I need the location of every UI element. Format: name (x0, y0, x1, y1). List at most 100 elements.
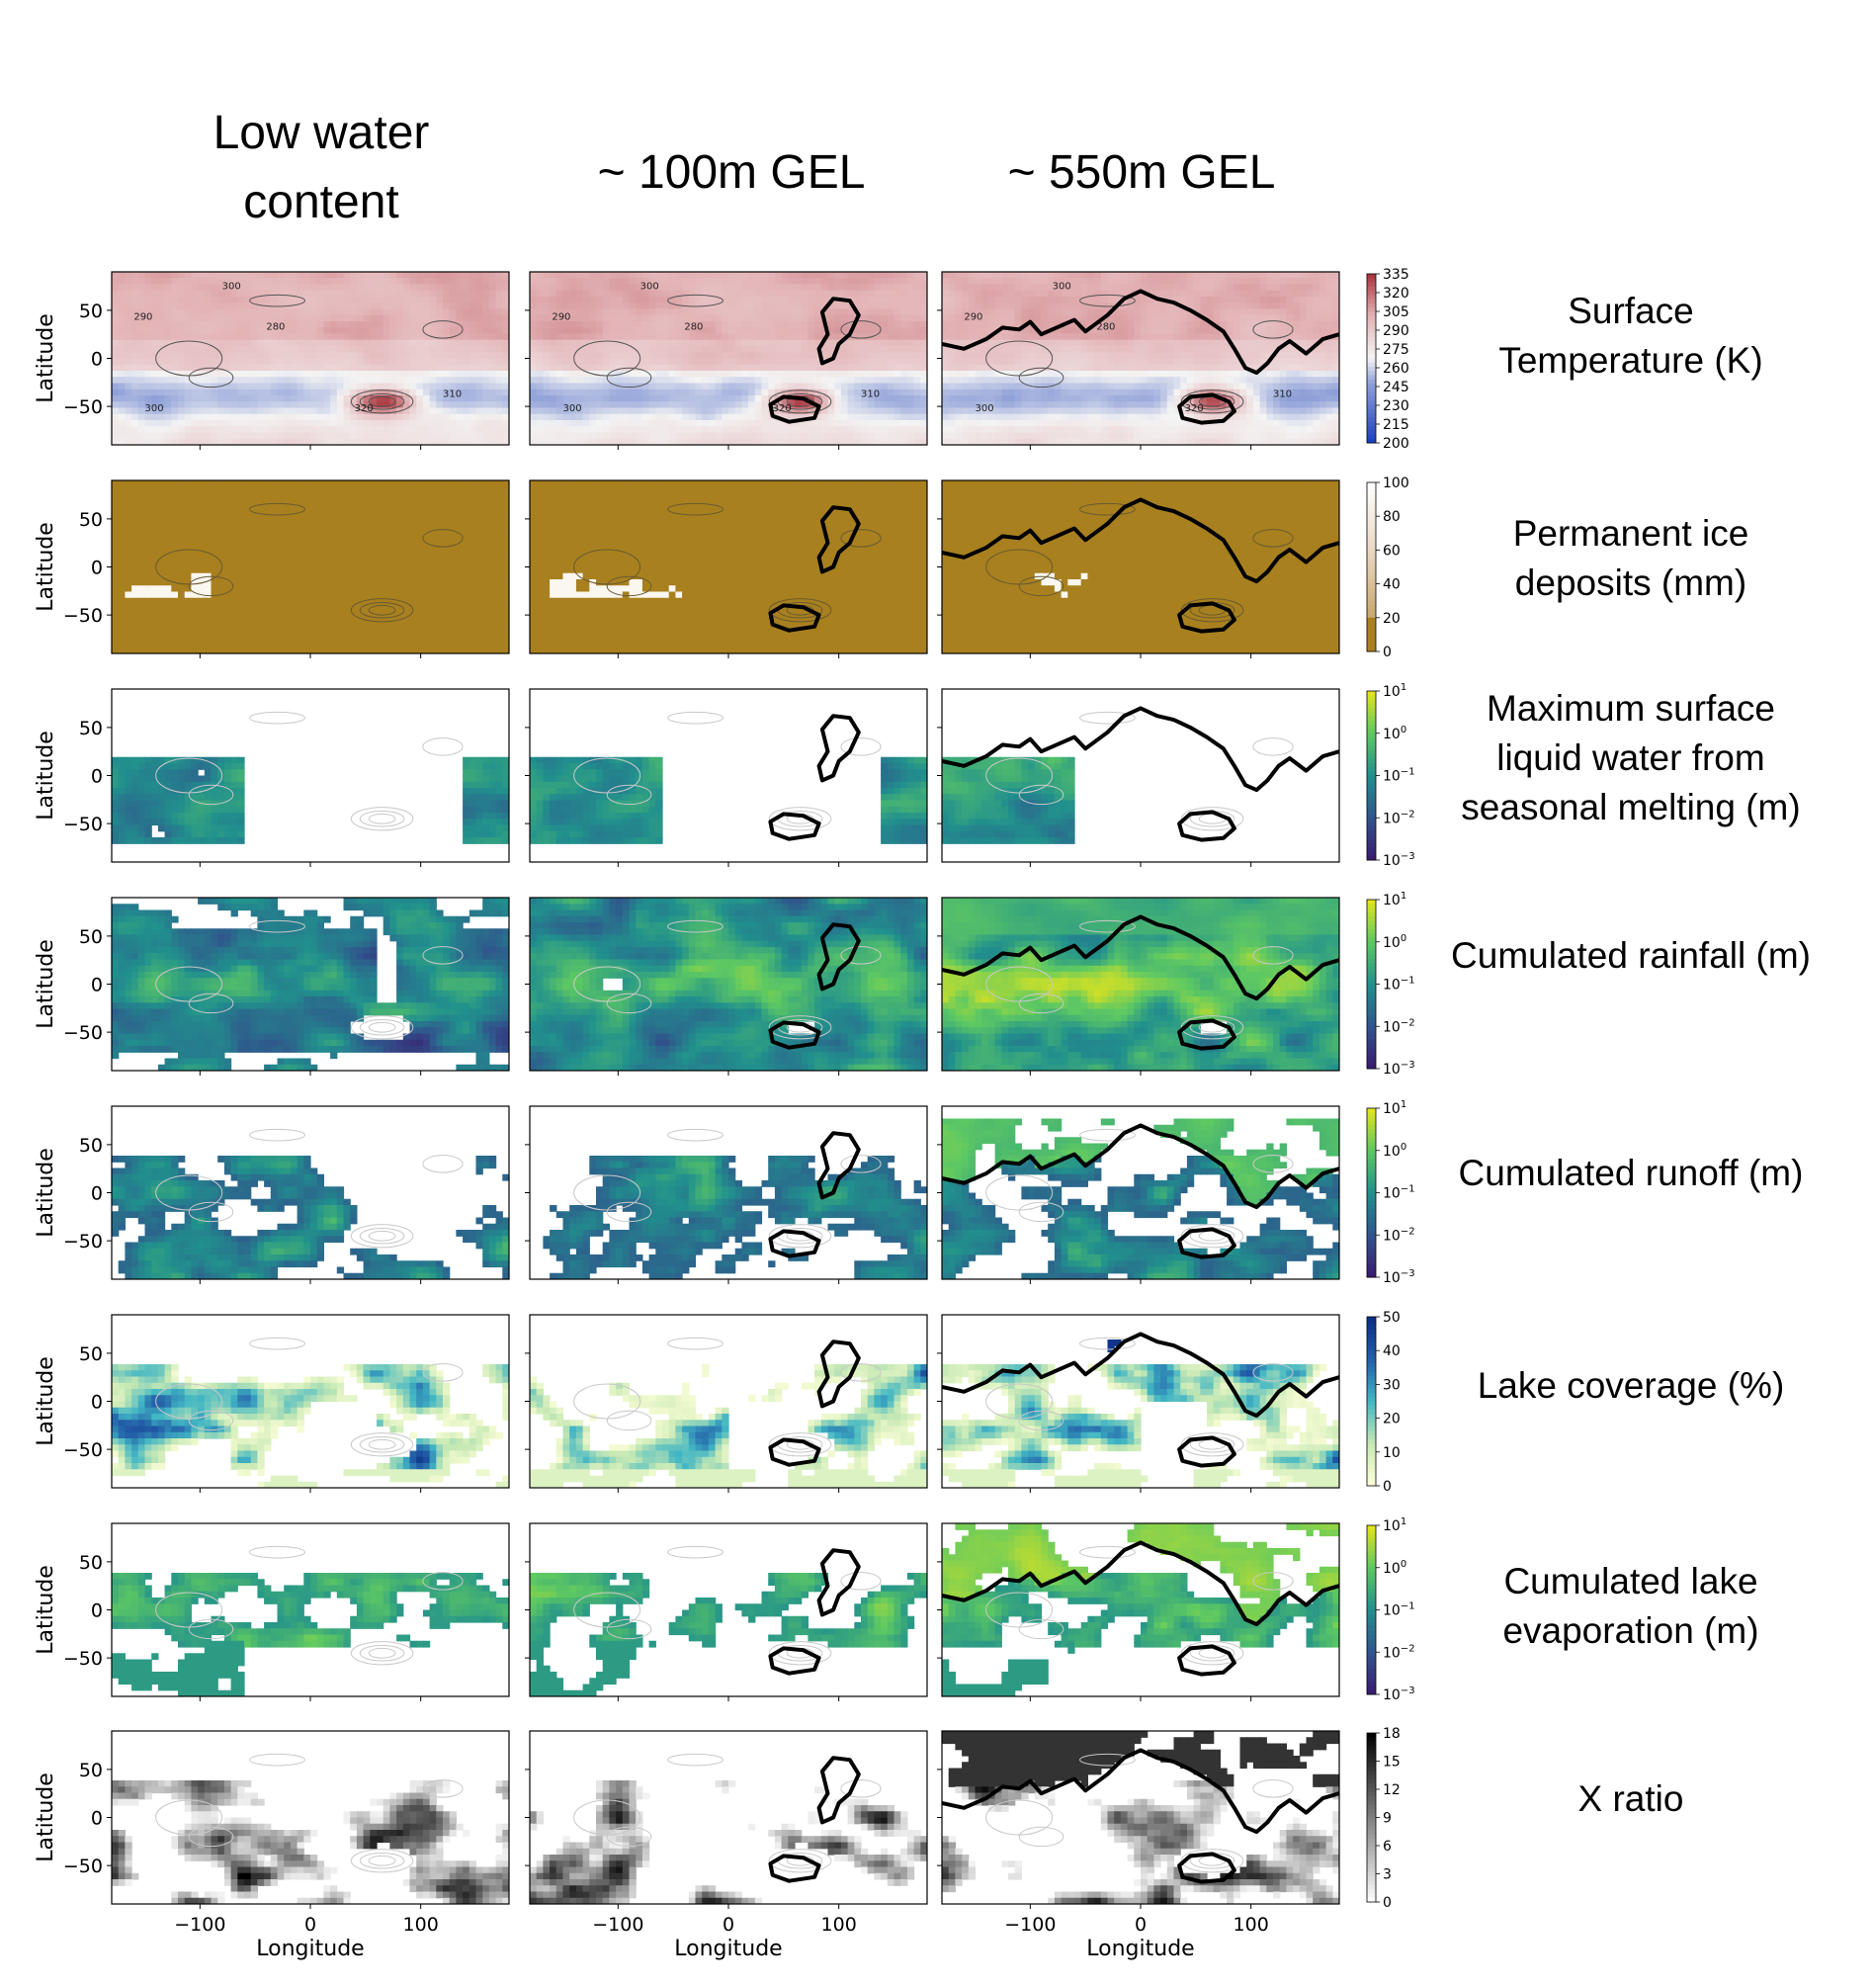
heatmap-cell (151, 413, 159, 421)
heatmap-cell (715, 364, 723, 372)
heatmap-cell (1094, 371, 1102, 378)
heatmap-cell (284, 333, 292, 341)
heatmap-cell (184, 314, 192, 322)
heatmap-cell (622, 426, 631, 434)
heatmap-cell (396, 314, 404, 322)
heatmap-cell (468, 321, 477, 328)
heatmap-cell (641, 272, 650, 279)
heatmap-cell (668, 413, 676, 421)
heatmap-cell (569, 358, 577, 366)
heatmap-cell (893, 389, 901, 396)
heatmap-cell (1134, 426, 1142, 434)
heatmap-cell (887, 413, 895, 421)
heatmap-cell (336, 364, 345, 372)
heatmap-cell (350, 413, 358, 421)
heatmap-cell (942, 321, 950, 328)
heatmap-cell (913, 420, 921, 427)
heatmap-cell (356, 438, 365, 445)
heatmap-cell (290, 401, 298, 409)
heatmap-cell (867, 389, 875, 396)
heatmap-cell (1313, 413, 1320, 421)
heatmap-cell (582, 290, 590, 298)
heatmap-cell (1014, 389, 1022, 396)
heatmap-cell (887, 327, 895, 335)
heatmap-cell (788, 278, 796, 286)
heatmap-cell (198, 314, 206, 322)
heatmap-cell (754, 327, 763, 335)
heatmap-cell (1193, 371, 1201, 378)
heatmap-cell (1054, 413, 1063, 421)
heatmap-cell (198, 420, 206, 427)
heatmap-cell (1160, 272, 1168, 279)
heatmap-cell (906, 377, 915, 385)
heatmap-cell (157, 395, 166, 402)
heatmap-cell (781, 413, 789, 421)
heatmap-cell (722, 314, 729, 322)
heatmap-cell (536, 303, 544, 310)
heatmap-cell (867, 278, 875, 286)
heatmap-cell (708, 438, 717, 445)
heatmap-cell (1080, 333, 1088, 341)
heatmap-cell (781, 339, 789, 347)
heatmap-cell (422, 432, 431, 440)
heatmap-cell (436, 364, 444, 372)
heatmap-cell (1207, 278, 1215, 286)
heatmap-cell (861, 303, 869, 310)
heatmap-cell (1293, 389, 1301, 396)
heatmap-cell (356, 284, 365, 292)
heatmap-cell (893, 377, 901, 385)
heatmap-cell (906, 333, 915, 341)
heatmap-cell (456, 432, 464, 440)
heatmap-cell (475, 407, 483, 415)
heatmap-cell (715, 426, 723, 434)
heatmap-cell (530, 321, 538, 328)
heatmap-cell (164, 297, 172, 303)
heatmap-cell (1259, 358, 1267, 366)
heatmap-cell (942, 308, 950, 316)
heatmap-cell (708, 284, 717, 292)
heatmap-cell (1193, 389, 1201, 396)
heatmap-cell (1001, 383, 1009, 390)
heatmap-cell (582, 389, 590, 396)
heatmap-cell (881, 426, 889, 434)
heatmap-cell (636, 407, 643, 415)
heatmap-cell (987, 377, 996, 385)
heatmap-cell (495, 358, 503, 366)
heatmap-cell (1054, 297, 1063, 303)
heatmap-cell (1180, 364, 1188, 372)
heatmap-cell (436, 377, 444, 385)
heatmap-cell (264, 272, 272, 279)
heatmap-cell (1107, 290, 1115, 298)
heatmap-cell (675, 303, 683, 310)
heatmap-cell (1028, 377, 1036, 385)
heatmap-cell (616, 395, 624, 402)
heatmap-cell (211, 395, 218, 402)
heatmap-cell (250, 389, 258, 396)
heatmap-cell (715, 395, 723, 402)
heatmap-cell (636, 278, 643, 286)
heatmap-cell (204, 401, 213, 409)
heatmap-cell (488, 438, 497, 445)
heatmap-cell (808, 352, 815, 360)
heatmap-cell (402, 314, 411, 322)
row-label-line: Cumulated lake (1423, 1557, 1838, 1606)
heatmap-cell (377, 352, 384, 360)
heatmap-cell (893, 308, 901, 316)
heatmap-cell (217, 303, 225, 310)
heatmap-cell (550, 358, 557, 366)
heatmap-cell (1141, 377, 1149, 385)
heatmap-cell (662, 308, 670, 316)
heatmap-cell (1325, 389, 1333, 396)
heatmap-cell (1100, 290, 1109, 298)
heatmap-cell (125, 297, 132, 303)
heatmap-cell (589, 407, 597, 415)
heatmap-cell (1054, 346, 1063, 353)
heatmap-cell (968, 420, 977, 427)
heatmap-cell (350, 389, 358, 396)
heatmap-cell (356, 413, 365, 421)
heatmap-cell (1273, 413, 1281, 421)
heatmap-cell (137, 377, 146, 385)
heatmap-cell (257, 303, 265, 310)
heatmap-cell (1213, 303, 1221, 310)
heatmap-cell (1246, 352, 1254, 360)
